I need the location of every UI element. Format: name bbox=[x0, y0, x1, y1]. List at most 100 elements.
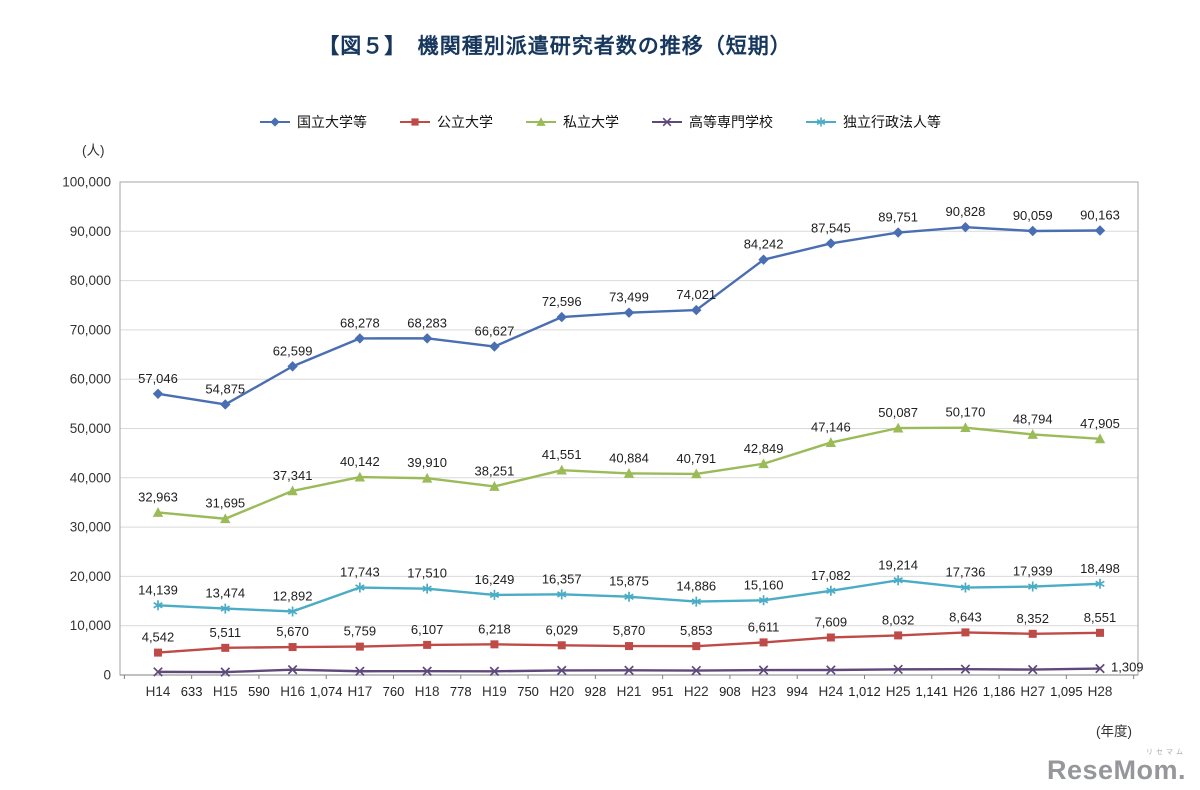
series-private-universities-marker bbox=[892, 422, 904, 433]
x-tick-label: H27 bbox=[1020, 684, 1045, 699]
series-technical-colleges-label: 1,074 bbox=[310, 684, 343, 699]
series-technical-colleges-marker bbox=[287, 664, 298, 675]
series-private-universities-label: 40,142 bbox=[340, 454, 380, 469]
y-tick-label: 0 bbox=[103, 668, 111, 683]
series-technical-colleges-label: 928 bbox=[585, 684, 607, 699]
series-technical-colleges-label: 1,012 bbox=[848, 684, 881, 699]
series-public-universities-label: 4,542 bbox=[142, 630, 175, 645]
y-tick-label: 70,000 bbox=[70, 322, 111, 337]
legend-label-private-universities: 私立大学 bbox=[563, 114, 619, 130]
series-national-universities-marker bbox=[489, 341, 500, 352]
x-tick-label: H14 bbox=[146, 684, 171, 699]
legend-label-independent-agencies: 独立行政法人等 bbox=[843, 114, 941, 130]
series-public-universities-marker bbox=[1028, 629, 1037, 638]
series-public-universities-label: 8,352 bbox=[1016, 611, 1049, 626]
series-private-universities-label: 41,551 bbox=[542, 447, 582, 462]
series-independent-agencies-marker bbox=[556, 589, 567, 600]
series-independent-agencies-marker bbox=[826, 585, 836, 596]
x-tick-label: H18 bbox=[415, 684, 440, 699]
series-public-universities-label: 6,029 bbox=[545, 622, 578, 637]
x-tick-label: H22 bbox=[684, 684, 709, 699]
series-national-universities-marker bbox=[758, 254, 769, 265]
x-tick-label: H17 bbox=[347, 684, 372, 699]
series-public-universities-marker bbox=[961, 628, 970, 637]
series-technical-colleges-marker bbox=[624, 665, 634, 676]
series-private-universities-label: 50,170 bbox=[946, 405, 986, 420]
series-private-universities-label: 47,146 bbox=[811, 420, 851, 435]
series-technical-colleges-label: 750 bbox=[517, 684, 539, 699]
series-private-universities-marker bbox=[758, 458, 769, 469]
series-national-universities-marker bbox=[354, 333, 366, 344]
series-independent-agencies-label: 17,939 bbox=[1013, 564, 1053, 579]
series-public-universities-marker bbox=[625, 642, 633, 651]
series-national-universities-marker bbox=[287, 361, 298, 372]
series-independent-agencies-marker bbox=[220, 603, 231, 614]
series-independent-agencies-label: 16,249 bbox=[475, 572, 515, 587]
resemom-logo-sub: リセマム bbox=[1146, 749, 1186, 756]
series-national-universities-label: 90,163 bbox=[1080, 207, 1120, 222]
x-axis-unit-label: (年度) bbox=[1096, 724, 1132, 739]
series-public-universities-label: 6,218 bbox=[478, 621, 511, 636]
series-technical-colleges-marker bbox=[422, 666, 432, 676]
series-independent-agencies-label: 17,510 bbox=[407, 566, 447, 581]
series-national-universities-label: 72,596 bbox=[542, 294, 582, 309]
x-tick-label: H21 bbox=[617, 684, 642, 699]
y-tick-label: 60,000 bbox=[70, 372, 111, 387]
series-private-universities-marker bbox=[1094, 433, 1106, 444]
series-independent-agencies-label: 14,139 bbox=[138, 582, 178, 597]
series-private-universities-label: 42,849 bbox=[744, 441, 784, 456]
series-technical-colleges-marker bbox=[893, 664, 903, 675]
series-independent-agencies-marker bbox=[624, 591, 634, 602]
series-national-universities-label: 62,599 bbox=[273, 343, 313, 358]
series-independent-agencies-marker bbox=[893, 575, 903, 586]
series-private-universities-label: 40,884 bbox=[609, 450, 649, 465]
y-tick-label: 10,000 bbox=[70, 618, 111, 633]
series-national-universities-label: 68,283 bbox=[407, 315, 447, 330]
series-private-universities-label: 31,695 bbox=[205, 496, 245, 511]
series-independent-agencies-label: 13,474 bbox=[205, 586, 245, 601]
series-independent-agencies-label: 17,743 bbox=[340, 565, 380, 580]
y-tick-label: 40,000 bbox=[70, 470, 111, 485]
series-independent-agencies-label: 17,736 bbox=[946, 565, 986, 580]
series-public-universities-label: 5,853 bbox=[680, 623, 713, 638]
series-public-universities-label: 5,870 bbox=[613, 623, 646, 638]
series-national-universities-marker bbox=[220, 399, 231, 410]
series-national-universities-label: 68,278 bbox=[340, 315, 380, 330]
series-independent-agencies-marker bbox=[691, 596, 702, 607]
series-technical-colleges-label: 1,095 bbox=[1050, 684, 1083, 699]
series-public-universities-label: 7,609 bbox=[815, 614, 848, 629]
series-national-universities-marker bbox=[1094, 225, 1106, 236]
series-technical-colleges-marker bbox=[826, 665, 836, 675]
series-private-universities-marker bbox=[152, 507, 164, 517]
x-axis-ticks bbox=[123, 675, 1135, 679]
series-national-universities-label: 84,242 bbox=[744, 237, 784, 252]
resemom-logo: リセマム ReseMom. bbox=[1047, 749, 1186, 784]
series-independent-agencies-marker bbox=[1095, 578, 1105, 589]
legend-label-national-universities: 国立大学等 bbox=[297, 114, 367, 130]
series-technical-colleges-label: 778 bbox=[450, 684, 472, 699]
series-independent-agencies-marker bbox=[758, 595, 769, 606]
legend-item-private-universities: 私立大学 bbox=[525, 112, 619, 132]
series-technical-colleges-marker bbox=[220, 667, 231, 677]
series-private-universities-marker bbox=[220, 513, 231, 524]
y-tick-label: 20,000 bbox=[70, 569, 111, 584]
series-private-universities-label: 40,791 bbox=[676, 451, 716, 466]
series-national-universities-label: 89,751 bbox=[878, 210, 918, 225]
series-national-universities-label: 57,046 bbox=[138, 371, 178, 386]
x-tick-label: H19 bbox=[482, 684, 507, 699]
series-independent-agencies-marker bbox=[1027, 581, 1038, 592]
series-technical-colleges-marker bbox=[960, 664, 971, 674]
series-public-universities-label: 8,643 bbox=[949, 609, 982, 624]
legend-item-technical-colleges: 高等専門学校 bbox=[651, 112, 773, 132]
x-tick-label: H23 bbox=[751, 684, 776, 699]
series-private-universities-marker bbox=[354, 471, 366, 482]
series-national-universities-label: 90,059 bbox=[1013, 208, 1053, 223]
series-private-universities-marker bbox=[556, 464, 567, 475]
legend-marker-public-universities-icon bbox=[400, 118, 430, 126]
y-axis-unit-label: (人) bbox=[82, 143, 105, 158]
x-tick-label: H26 bbox=[953, 684, 978, 699]
legend-item-public-universities: 公立大学 bbox=[399, 112, 493, 132]
series-independent-agencies: 14,139 13,474 12,892 17,743 17,510 16,249 16,3… bbox=[138, 557, 1120, 617]
series-public-universities-marker bbox=[154, 648, 162, 657]
